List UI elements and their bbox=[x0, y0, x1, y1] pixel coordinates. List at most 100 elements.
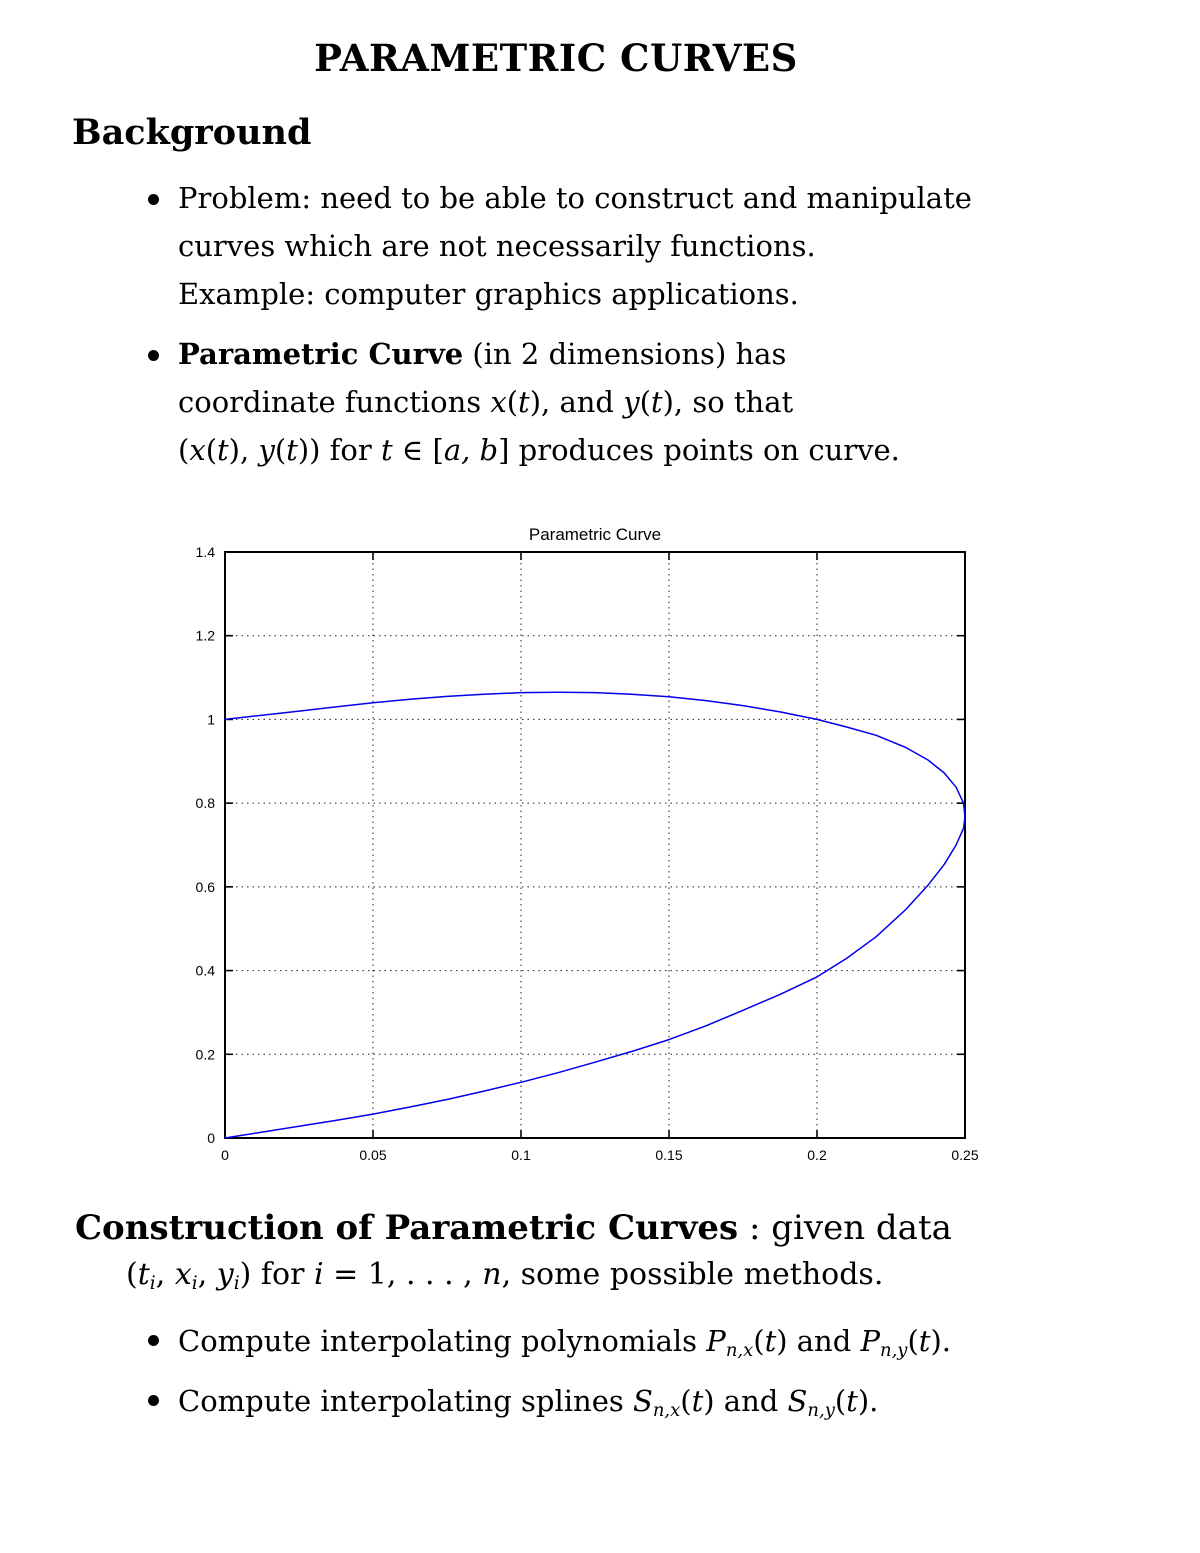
text-segment: ) for bbox=[239, 1257, 314, 1292]
x-axis-tick-label: 0.05 bbox=[359, 1147, 386, 1163]
plot-title: Parametric Curve bbox=[529, 525, 661, 544]
text-segment: Compute interpolating splines bbox=[178, 1384, 633, 1418]
text-segment: t bbox=[217, 433, 229, 467]
text-segment: x bbox=[189, 433, 206, 467]
text-segment: ( bbox=[834, 1384, 847, 1418]
text-segment: curves which are not necessarily functio… bbox=[178, 229, 816, 263]
parametric-curve-plot: 0 0.05 0.1 0.15 0.2 0.25 0 0.2 0.4 0.6 0.8 1 1.2 1.4 P… bbox=[196, 525, 979, 1163]
bullet-icon bbox=[148, 194, 159, 205]
text-segment: i bbox=[233, 1273, 240, 1295]
section-heading-background: Background bbox=[72, 112, 312, 153]
y-axis-tick-label: 0.2 bbox=[196, 1046, 216, 1062]
text-segment: P bbox=[860, 1324, 881, 1358]
x-axis-tick-label: 0.1 bbox=[511, 1147, 531, 1163]
text-segment: coordinate functions bbox=[178, 385, 491, 419]
text-segment: t bbox=[137, 1257, 150, 1292]
text-segment: S bbox=[787, 1384, 808, 1418]
x-axis-tick-label: 0 bbox=[221, 1147, 229, 1163]
figure-parametric-curve: 0 0.05 0.1 0.15 0.2 0.25 0 0.2 0.4 0.6 0.8 1 1.2 1.4 P… bbox=[150, 515, 1030, 1175]
text-line: Example: computer graphics applications. bbox=[178, 270, 972, 318]
x-axis-tick-label: 0.25 bbox=[951, 1147, 978, 1163]
text-segment: = 1, . . . , bbox=[323, 1257, 483, 1292]
bullet-item-parametric-curve: Parametric Curve (in 2 dimensions) has c… bbox=[148, 330, 1108, 474]
text-segment: Construction of Parametric Curves bbox=[75, 1208, 739, 1248]
text-segment: t bbox=[518, 385, 530, 419]
text-segment: x bbox=[490, 385, 507, 419]
bullet-text: Parametric Curve (in 2 dimensions) has c… bbox=[178, 330, 900, 474]
text-line: coordinate functions x(t), and y(t), so … bbox=[178, 378, 900, 426]
plot-axes-box bbox=[224, 551, 966, 1139]
text-segment: y bbox=[623, 385, 640, 419]
text-segment: (in 2 dimensions) has bbox=[463, 337, 787, 371]
y-axis-tick-label: 1 bbox=[207, 711, 215, 727]
text-segment: n,x bbox=[725, 1340, 754, 1362]
text-segment: ( bbox=[126, 1257, 138, 1292]
text-segment: n,x bbox=[652, 1400, 681, 1422]
text-line: Compute interpolating polynomials Pn,x(t… bbox=[178, 1318, 951, 1374]
bullet-item-problem: Problem: need to be able to construct an… bbox=[148, 174, 1108, 318]
text-segment: Example: computer graphics applications. bbox=[178, 277, 799, 311]
text-line: curves which are not necessarily functio… bbox=[178, 222, 972, 270]
text-segment: , some possible methods. bbox=[501, 1257, 884, 1292]
text-segment: a, b bbox=[443, 433, 499, 467]
text-segment: t bbox=[650, 385, 663, 419]
y-axis-tick-label: 1.2 bbox=[196, 628, 216, 644]
text-segment: ) and bbox=[703, 1384, 788, 1418]
x-axis-tick-label: 0.15 bbox=[655, 1147, 682, 1163]
y-axis-tick-label: 0 bbox=[207, 1130, 215, 1146]
curve-path bbox=[224, 691, 966, 1139]
text-segment: x bbox=[174, 1257, 192, 1292]
text-segment: ) and bbox=[776, 1324, 861, 1358]
text-segment: ( bbox=[178, 433, 190, 467]
text-segment: t bbox=[286, 433, 298, 467]
x-axis-tick-label: 0.2 bbox=[807, 1147, 827, 1163]
y-axis-tick-label: 0.4 bbox=[196, 963, 216, 979]
text-segment: P bbox=[706, 1324, 726, 1358]
y-axis-tick-label: 0.8 bbox=[196, 795, 216, 811]
text-segment: ), so that bbox=[662, 385, 794, 419]
text-segment: ∈ [ bbox=[392, 433, 444, 467]
text-segment: ). bbox=[857, 1384, 879, 1418]
text-segment: ( bbox=[907, 1324, 919, 1358]
text-segment: i bbox=[191, 1273, 198, 1295]
text-segment: t bbox=[764, 1324, 777, 1358]
text-segment: i bbox=[313, 1257, 324, 1292]
text-segment: ). bbox=[930, 1324, 951, 1358]
text-segment: n,y bbox=[880, 1340, 908, 1362]
text-segment: ( bbox=[205, 433, 218, 467]
text-segment: ), bbox=[228, 433, 259, 467]
text-segment: t bbox=[846, 1384, 858, 1418]
bullet-icon bbox=[148, 1335, 159, 1346]
text-line: Parametric Curve (in 2 dimensions) has bbox=[178, 330, 900, 378]
text-segment: ), and bbox=[529, 385, 624, 419]
text-segment: t bbox=[918, 1324, 931, 1358]
text-segment: ] produces points on curve. bbox=[498, 433, 900, 467]
text-segment: ( bbox=[680, 1384, 692, 1418]
text-segment: ( bbox=[274, 433, 287, 467]
page-title: PARAMETRIC CURVES bbox=[314, 36, 798, 80]
text-line: Problem: need to be able to construct an… bbox=[178, 174, 972, 222]
y-axis-tick-label: 0.6 bbox=[196, 879, 216, 895]
text-segment: t bbox=[691, 1384, 704, 1418]
text-segment: n bbox=[482, 1257, 502, 1292]
bullet-icon bbox=[148, 1395, 159, 1406]
text-segment: Problem: need to be able to construct an… bbox=[178, 181, 972, 215]
text-segment: y bbox=[216, 1257, 234, 1292]
construction-subline: (ti, xi, yi) for i = 1, . . . , n, some … bbox=[126, 1256, 1126, 1295]
y-axis-tick-label: 1.4 bbox=[196, 544, 216, 560]
text-segment: ( bbox=[506, 385, 519, 419]
text-segment: : given data bbox=[738, 1208, 952, 1248]
text-segment: ( bbox=[639, 385, 651, 419]
bullet-icon bbox=[148, 350, 159, 361]
text-line: Compute interpolating splines Sn,x(t) an… bbox=[178, 1378, 878, 1434]
text-segment: S bbox=[632, 1384, 653, 1418]
section-heading-construction: Construction of Parametric Curves : give… bbox=[75, 1208, 1135, 1249]
text-segment: , bbox=[197, 1257, 217, 1292]
text-segment: n,y bbox=[807, 1400, 835, 1422]
bullet-text: Problem: need to be able to construct an… bbox=[178, 174, 972, 318]
text-segment: Compute interpolating polynomials bbox=[178, 1324, 707, 1358]
bullet-item-polynomials: Compute interpolating polynomials Pn,x(t… bbox=[148, 1318, 1108, 1374]
text-line: (x(t), y(t)) for t ∈ [a, b] produces poi… bbox=[178, 426, 900, 474]
text-segment: t bbox=[380, 433, 393, 467]
